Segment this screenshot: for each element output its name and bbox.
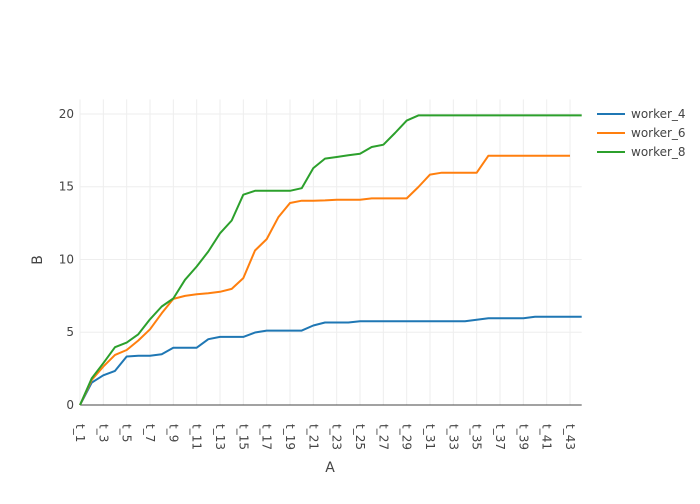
x-tick-label: t_21 (306, 424, 320, 450)
x-tick-label: t_43 (563, 424, 577, 450)
x-tick-label: t_15 (236, 424, 250, 450)
x-tick-label: t_19 (283, 424, 297, 450)
x-tick-label: t_17 (260, 424, 274, 450)
x-tick-label: t_23 (330, 424, 344, 450)
legend-item-worker_6[interactable]: worker_6 (597, 126, 686, 140)
legend-item-worker_4[interactable]: worker_4 (597, 107, 686, 121)
series-line-worker_6 (79, 154, 570, 406)
x-tick-label: t_41 (540, 424, 554, 450)
y-tick-label: 5 (66, 325, 74, 339)
x-tick-label: t_39 (516, 424, 530, 450)
x-tick-label: t_5 (120, 424, 134, 442)
x-tick-label: t_11 (190, 424, 204, 450)
x-tick-label: t_37 (493, 424, 507, 450)
x-tick-label: t_35 (470, 424, 484, 450)
x-tick-label: t_29 (400, 424, 414, 450)
legend-label: worker_4 (631, 107, 686, 121)
x-tick-label: t_25 (353, 424, 367, 450)
series-line-worker_8 (79, 114, 582, 406)
x-tick-label: t_7 (143, 424, 157, 442)
x-tick-label: t_9 (166, 424, 180, 442)
y-tick-label: 20 (59, 107, 74, 121)
x-axis-title: A (325, 460, 335, 476)
x-tick-label: t_31 (423, 424, 437, 450)
y-tick-label: 0 (66, 398, 74, 412)
x-tick-label: t_13 (213, 424, 227, 450)
x-tick-label: t_27 (376, 424, 390, 450)
legend-label: worker_6 (631, 126, 686, 140)
legend-item-worker_8[interactable]: worker_8 (597, 145, 686, 159)
grid (79, 99, 582, 405)
x-tick-label: t_33 (446, 424, 460, 450)
y-axis-title: B (30, 255, 46, 265)
legend[interactable]: worker_4 worker_6 worker_8 (597, 107, 686, 159)
y-tick-label: 15 (59, 180, 74, 194)
legend-label: worker_8 (631, 145, 686, 159)
y-tick-label: 10 (59, 252, 74, 266)
x-tick-label: t_1 (73, 424, 87, 442)
series-line-worker_4 (79, 315, 582, 406)
x-axis-ticks: t_1 t_3 t_5 t_7 t_9 t_11 t_13 t_15 t_17 t_19 t_21 t… (73, 424, 577, 450)
series-lines (79, 114, 582, 406)
y-axis-ticks: 0 5 10 15 20 (59, 107, 74, 412)
x-tick-label: t_3 (96, 424, 110, 442)
